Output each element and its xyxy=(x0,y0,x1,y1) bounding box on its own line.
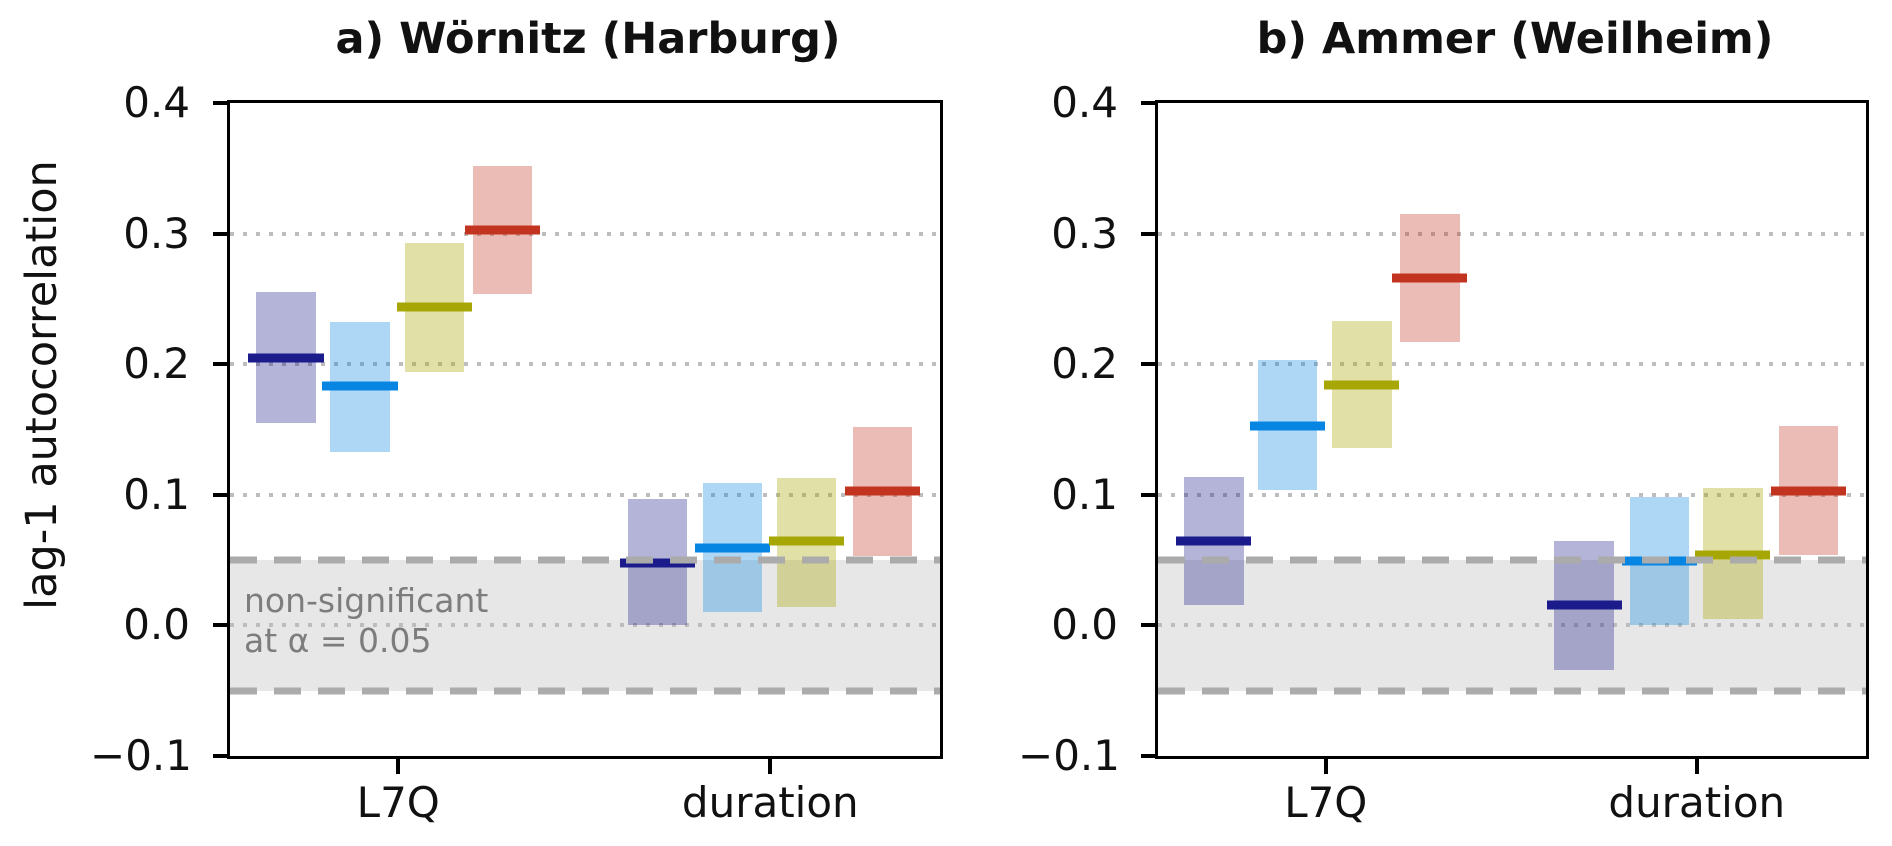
xtick-duration xyxy=(768,759,773,774)
ytick-0.4 xyxy=(213,101,227,105)
ytick-0.1 xyxy=(213,492,227,497)
band-note-line-1: non-significant xyxy=(244,581,489,620)
center-line-a-duration-series-3-olive xyxy=(768,536,845,545)
ytick-0.2 xyxy=(1141,362,1155,367)
gridline-0 xyxy=(1158,623,1866,628)
gridline-0.1 xyxy=(230,492,940,497)
xtick-duration xyxy=(1694,759,1699,774)
gridline-0 xyxy=(230,623,940,628)
axes-b: 0.4 0.3 0.2 0.1 0.0 −0.1 L7Q duration xyxy=(1018,82,1869,824)
center-line-a-duration-series-2-blue xyxy=(695,543,771,553)
ytick-label-0.4: 0.4 xyxy=(123,78,190,127)
panel-a-title: a) Wörnitz (Harburg) xyxy=(335,14,841,64)
center-line-b-L7Q-series-2-blue xyxy=(1250,421,1326,431)
center-line-b-L7Q-series-1-darkblue xyxy=(1176,536,1252,545)
ytick-0.3 xyxy=(1141,231,1155,236)
band-border-top xyxy=(1158,556,1866,564)
ytick-label-0.3: 0.3 xyxy=(1051,208,1118,258)
ytick-0.2 xyxy=(213,362,227,367)
panel-b-title: b) Ammer (Weilheim) xyxy=(1256,14,1774,64)
band-border-bottom xyxy=(230,687,940,695)
y-axis-label: lag-1 autocorrelation xyxy=(17,160,67,610)
ytick-label-0.0: 0.0 xyxy=(1051,600,1118,650)
center-line-a-L7Q-series-1-darkblue xyxy=(248,353,324,363)
center-line-a-L7Q-series-4-red xyxy=(465,225,541,235)
band-note-line-2: at α = 0.05 xyxy=(244,621,432,660)
center-line-a-L7Q-series-3-olive xyxy=(396,302,473,312)
xtick-label-duration: duration xyxy=(1608,778,1786,827)
ytick-label-0.1: 0.1 xyxy=(123,469,190,519)
gridline-0.1 xyxy=(1158,492,1866,497)
ytick-label-0.1: 0.1 xyxy=(1051,469,1118,519)
xtick-label-L7Q: L7Q xyxy=(1284,778,1368,827)
ytick-label-−0.1: −0.1 xyxy=(1018,731,1120,780)
ytick-label-0.4: 0.4 xyxy=(1051,78,1118,127)
ytick-−0.1 xyxy=(213,754,227,758)
center-line-a-L7Q-series-2-blue xyxy=(322,381,398,391)
ytick-0.1 xyxy=(1141,492,1155,497)
center-line-b-duration-series-1-darkblue xyxy=(1546,600,1622,609)
gridline-0.2 xyxy=(1158,362,1866,367)
center-line-b-duration-series-4-red xyxy=(1771,486,1847,496)
center-line-a-duration-series-4-red xyxy=(844,486,921,496)
gridline-0.3 xyxy=(1158,231,1866,236)
ytick-0.4 xyxy=(1141,101,1155,105)
ytick-label-0.0: 0.0 xyxy=(123,600,190,650)
band-note: non-significant at α = 0.05 xyxy=(244,581,488,661)
gridline-0.2 xyxy=(230,362,940,367)
ytick-0.3 xyxy=(213,231,227,236)
xtick-label-duration: duration xyxy=(681,778,859,827)
ytick-label-−0.1: −0.1 xyxy=(90,731,192,780)
ytick-label-0.3: 0.3 xyxy=(123,208,190,258)
axes-a: 0.4 0.3 0.2 0.1 0.0 −0.1 L7Q duration non-signif… xyxy=(90,82,943,824)
center-line-b-duration-series-3-olive xyxy=(1695,550,1771,560)
center-line-b-L7Q-series-3-olive xyxy=(1324,380,1400,390)
band-border-top xyxy=(230,556,940,564)
xtick-label-L7Q: L7Q xyxy=(356,778,440,827)
gridline-0.3 xyxy=(230,231,940,236)
ytick-label-0.2: 0.2 xyxy=(1051,339,1118,389)
xtick-L7Q xyxy=(396,759,401,774)
ytick-label-0.2: 0.2 xyxy=(123,339,190,389)
ytick-0.0 xyxy=(213,623,227,628)
center-line-b-L7Q-series-4-red xyxy=(1392,273,1468,283)
ytick-0.0 xyxy=(1141,623,1155,628)
ytick-−0.1 xyxy=(1141,754,1155,758)
xtick-L7Q xyxy=(1323,759,1328,774)
band-border-bottom xyxy=(1158,687,1866,695)
